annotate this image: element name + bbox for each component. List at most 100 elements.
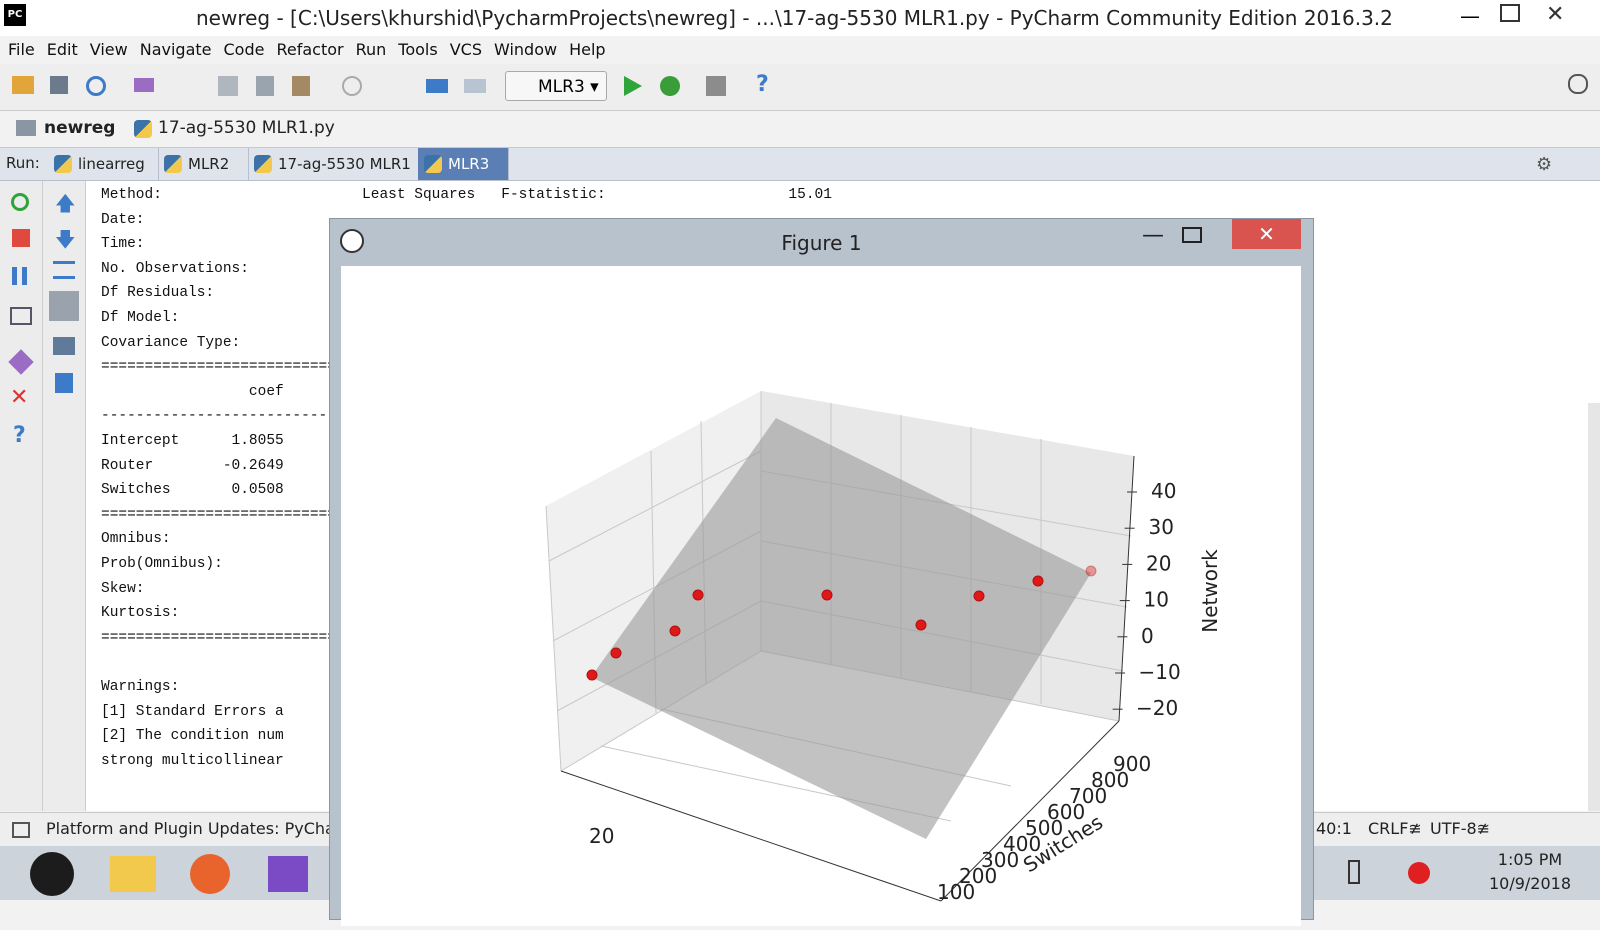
menu-item[interactable]: Help [569, 40, 606, 59]
console-line: Router -0.2649 [101, 457, 284, 474]
hp-icon[interactable] [30, 852, 74, 896]
stop-button[interactable] [12, 229, 30, 247]
console-line: Omnibus: [101, 531, 171, 548]
close-button[interactable]: ✕ [1546, 2, 1565, 27]
console-line: Covariance Type: [101, 334, 241, 351]
clock-date[interactable]: 10/9/2018 [1488, 874, 1572, 893]
tab-icon [424, 155, 442, 173]
file-crumb[interactable]: 17-ag-5530 MLR1.py [158, 118, 335, 138]
folder-icon [16, 120, 36, 136]
figure-close[interactable]: ✕ [1232, 219, 1301, 249]
figure-icon [340, 229, 364, 253]
scroll-end-button[interactable] [49, 291, 79, 321]
menu-item[interactable]: Run [355, 40, 387, 59]
tab-label: MLR2 [188, 155, 230, 173]
scrollbar[interactable] [1588, 403, 1600, 811]
run-tab[interactable]: 17-ag-5530 MLR1 [248, 148, 419, 180]
app-icon: PC [4, 4, 26, 26]
find-icon[interactable] [342, 76, 362, 96]
debug-button[interactable] [660, 76, 680, 96]
close-run-button[interactable]: ✕ [10, 385, 29, 410]
z-tick-label: −10 [1139, 660, 1181, 684]
line-separator[interactable]: CRLF≇ [1368, 819, 1422, 838]
z-tick-label: 40 [1151, 479, 1176, 503]
project-crumb[interactable]: newreg [44, 118, 116, 138]
explorer-icon[interactable] [110, 856, 156, 892]
beats-icon[interactable] [1408, 862, 1430, 884]
console-line: Df Residuals: [101, 285, 215, 302]
rerun-button[interactable] [11, 193, 29, 211]
run-tab[interactable]: MLR2 [158, 148, 249, 180]
run-config-dropdown[interactable]: MLR3 ▾ [505, 71, 607, 101]
help-button[interactable]: ? [13, 423, 26, 448]
menu-item[interactable]: Window [493, 40, 558, 59]
console-actions: 🡅 🡇 [43, 181, 86, 811]
menu-item[interactable]: Tools [398, 40, 438, 59]
axes-box [545, 391, 1135, 902]
menu-item[interactable]: Navigate [139, 40, 212, 59]
status-message[interactable]: Platform and Plugin Updates: PyCha [46, 819, 335, 838]
menu-item[interactable]: Refactor [276, 40, 344, 59]
vs-icon[interactable] [268, 856, 308, 892]
toolbar: MLR3 ▾ ? [0, 64, 1600, 111]
wrap-button[interactable] [53, 261, 75, 279]
menu-list: File Edit View Navigate Code Refactor Run Tools… [8, 40, 618, 59]
help-icon[interactable]: ? [756, 72, 769, 97]
console-line: Switches 0.0508 [101, 482, 284, 499]
battery-icon[interactable] [1348, 860, 1360, 884]
figure-minimize[interactable]: — [1142, 223, 1164, 248]
back-icon[interactable] [426, 79, 448, 93]
tab-label: 17-ag-5530 MLR1 [278, 155, 411, 173]
run-tab[interactable]: MLR3 [418, 148, 509, 180]
caret-position[interactable]: 40:1 [1316, 819, 1352, 838]
run-tab[interactable]: linearreg [48, 148, 159, 180]
print-button[interactable] [53, 337, 75, 355]
pin-button[interactable] [8, 349, 34, 375]
layout-button[interactable] [10, 307, 32, 325]
sync-icon[interactable] [86, 76, 106, 96]
menu-item[interactable]: File [8, 40, 35, 59]
y-tick-label: 100 [937, 880, 975, 904]
console-line: Method: Least Squares F-statistic: 15.01 [101, 187, 832, 203]
pause-button[interactable] [12, 267, 17, 285]
y-tick-label: 700 [1069, 784, 1107, 808]
console-line: Time: [101, 236, 145, 253]
figure-maximize[interactable] [1182, 227, 1202, 243]
forward-icon[interactable] [464, 79, 486, 93]
settings-icon[interactable] [706, 76, 726, 96]
file-encoding[interactable]: UTF-8≇ [1430, 819, 1491, 838]
undo-icon[interactable] [134, 78, 154, 92]
clock-time[interactable]: 1:05 PM [1497, 850, 1563, 869]
up-button[interactable]: 🡅 [55, 191, 76, 215]
cut-icon[interactable] [218, 76, 238, 96]
maximize-button[interactable] [1500, 4, 1520, 22]
run-tab-bar: Run: linearreg MLR2 17-ag-5530 MLR1 MLR3 ⚙ [0, 148, 1600, 181]
z-tick-label: 10 [1144, 588, 1169, 612]
console-line: strong multicollinear [101, 752, 284, 769]
y-tick-label: 300 [981, 848, 1019, 872]
tab-icon [164, 155, 182, 173]
open-icon[interactable] [12, 76, 34, 94]
console-line: Intercept 1.8055 [101, 433, 284, 449]
menu-item[interactable]: Code [223, 40, 265, 59]
run-button[interactable] [624, 76, 642, 96]
clear-button[interactable] [55, 373, 73, 393]
down-button[interactable]: 🡇 [55, 227, 76, 251]
paste-icon[interactable] [292, 76, 310, 96]
tab-label: MLR3 [448, 155, 490, 173]
menu-item[interactable]: View [89, 40, 128, 59]
console-line: Kurtosis: [101, 605, 180, 622]
minimize-button[interactable]: — [1460, 4, 1480, 28]
run-actions: ✕ ? [0, 181, 43, 811]
run-tabs: linearreg MLR2 17-ag-5530 MLR1 MLR3 [48, 148, 648, 180]
search-icon[interactable] [1568, 74, 1588, 94]
run-config: MLR3 [538, 77, 585, 97]
menu-item[interactable]: Edit [46, 40, 78, 59]
run-settings[interactable]: ⚙ [1536, 154, 1553, 175]
menu-item[interactable]: VCS [449, 40, 482, 59]
firefox-icon[interactable] [190, 854, 230, 894]
figure-title: Figure 1 [781, 231, 862, 255]
copy-icon[interactable] [256, 76, 274, 96]
save-icon[interactable] [50, 76, 68, 94]
